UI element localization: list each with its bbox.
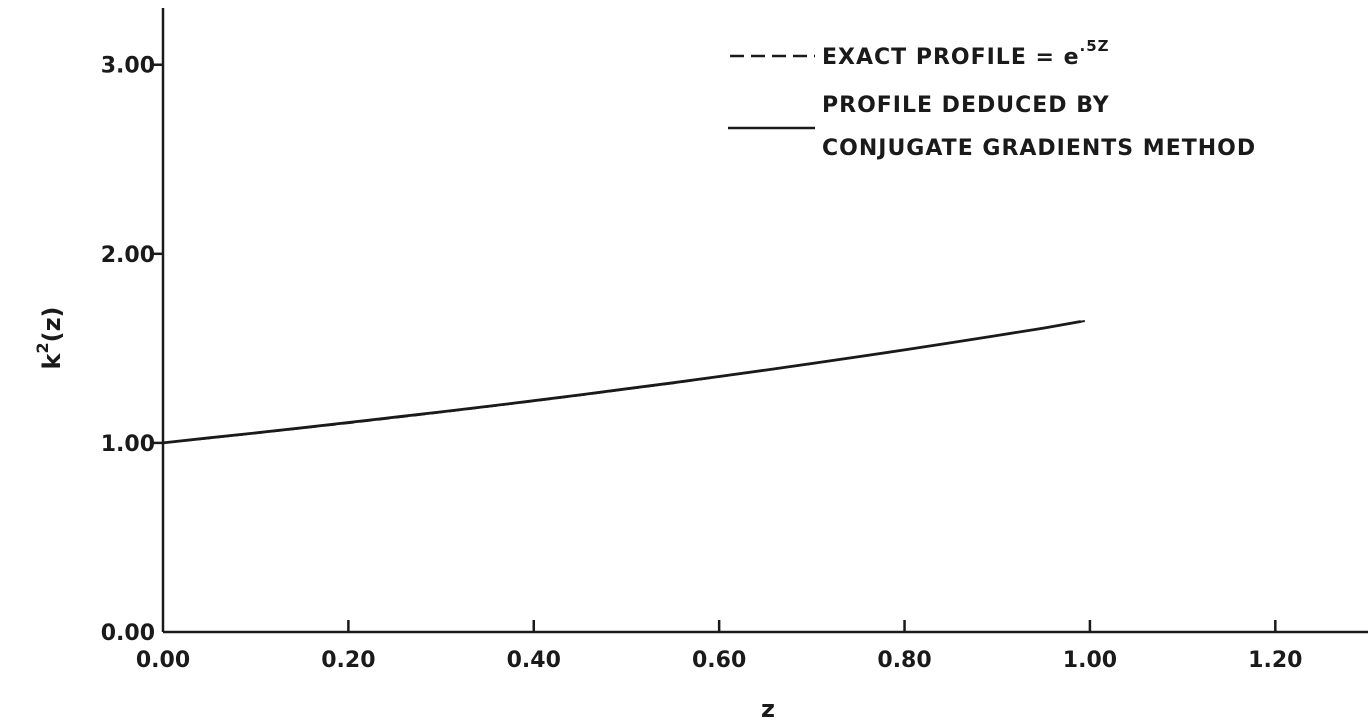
x-axis-title: z bbox=[761, 695, 775, 723]
series-group bbox=[162, 319, 1091, 445]
x-tick-label: 0.80 bbox=[877, 648, 931, 673]
x-ticks: 0.00 0.20 0.40 0.60 0.80 1.00 1.20 bbox=[136, 620, 1302, 673]
legend-deduced-label-line1: PROFILE DEDUCED BY bbox=[822, 93, 1110, 118]
y-axis-title-suffix: (z) bbox=[38, 306, 66, 342]
legend-deduced-label-line2: CONJUGATE GRADIENTS METHOD bbox=[822, 136, 1256, 161]
y-ticks: 0.00 1.00 2.00 3.00 bbox=[101, 54, 163, 646]
x-tick-label: 1.20 bbox=[1248, 648, 1302, 673]
y-axis-title-k: k bbox=[38, 353, 66, 370]
y-tick-label: 2.00 bbox=[101, 243, 155, 268]
legend: EXACT PROFILE = e.5Z PROFILE DEDUCED BY … bbox=[728, 37, 1256, 161]
x-tick-label: 0.40 bbox=[507, 648, 561, 673]
series-line-solid bbox=[162, 320, 1081, 445]
x-tick-label: 0.60 bbox=[692, 648, 746, 673]
x-tick-label: 0.20 bbox=[321, 648, 375, 673]
y-axis-title-superscript: 2 bbox=[33, 342, 52, 353]
legend-exact-label: EXACT PROFILE = e.5Z bbox=[822, 37, 1110, 70]
y-tick-label: 1.00 bbox=[101, 432, 155, 457]
x-tick-label: 1.00 bbox=[1063, 648, 1117, 673]
axes bbox=[161, 8, 1368, 634]
y-tick-label: 0.00 bbox=[101, 621, 155, 646]
legend-exact-superscript: .5Z bbox=[1080, 37, 1110, 55]
y-tick-label: 3.00 bbox=[101, 54, 155, 79]
y-axis-title: k2(z) bbox=[33, 306, 66, 369]
series-line-dashed bbox=[162, 319, 1091, 444]
x-tick-label: 0.00 bbox=[136, 648, 190, 673]
legend-exact-text: EXACT PROFILE = e bbox=[822, 45, 1080, 70]
